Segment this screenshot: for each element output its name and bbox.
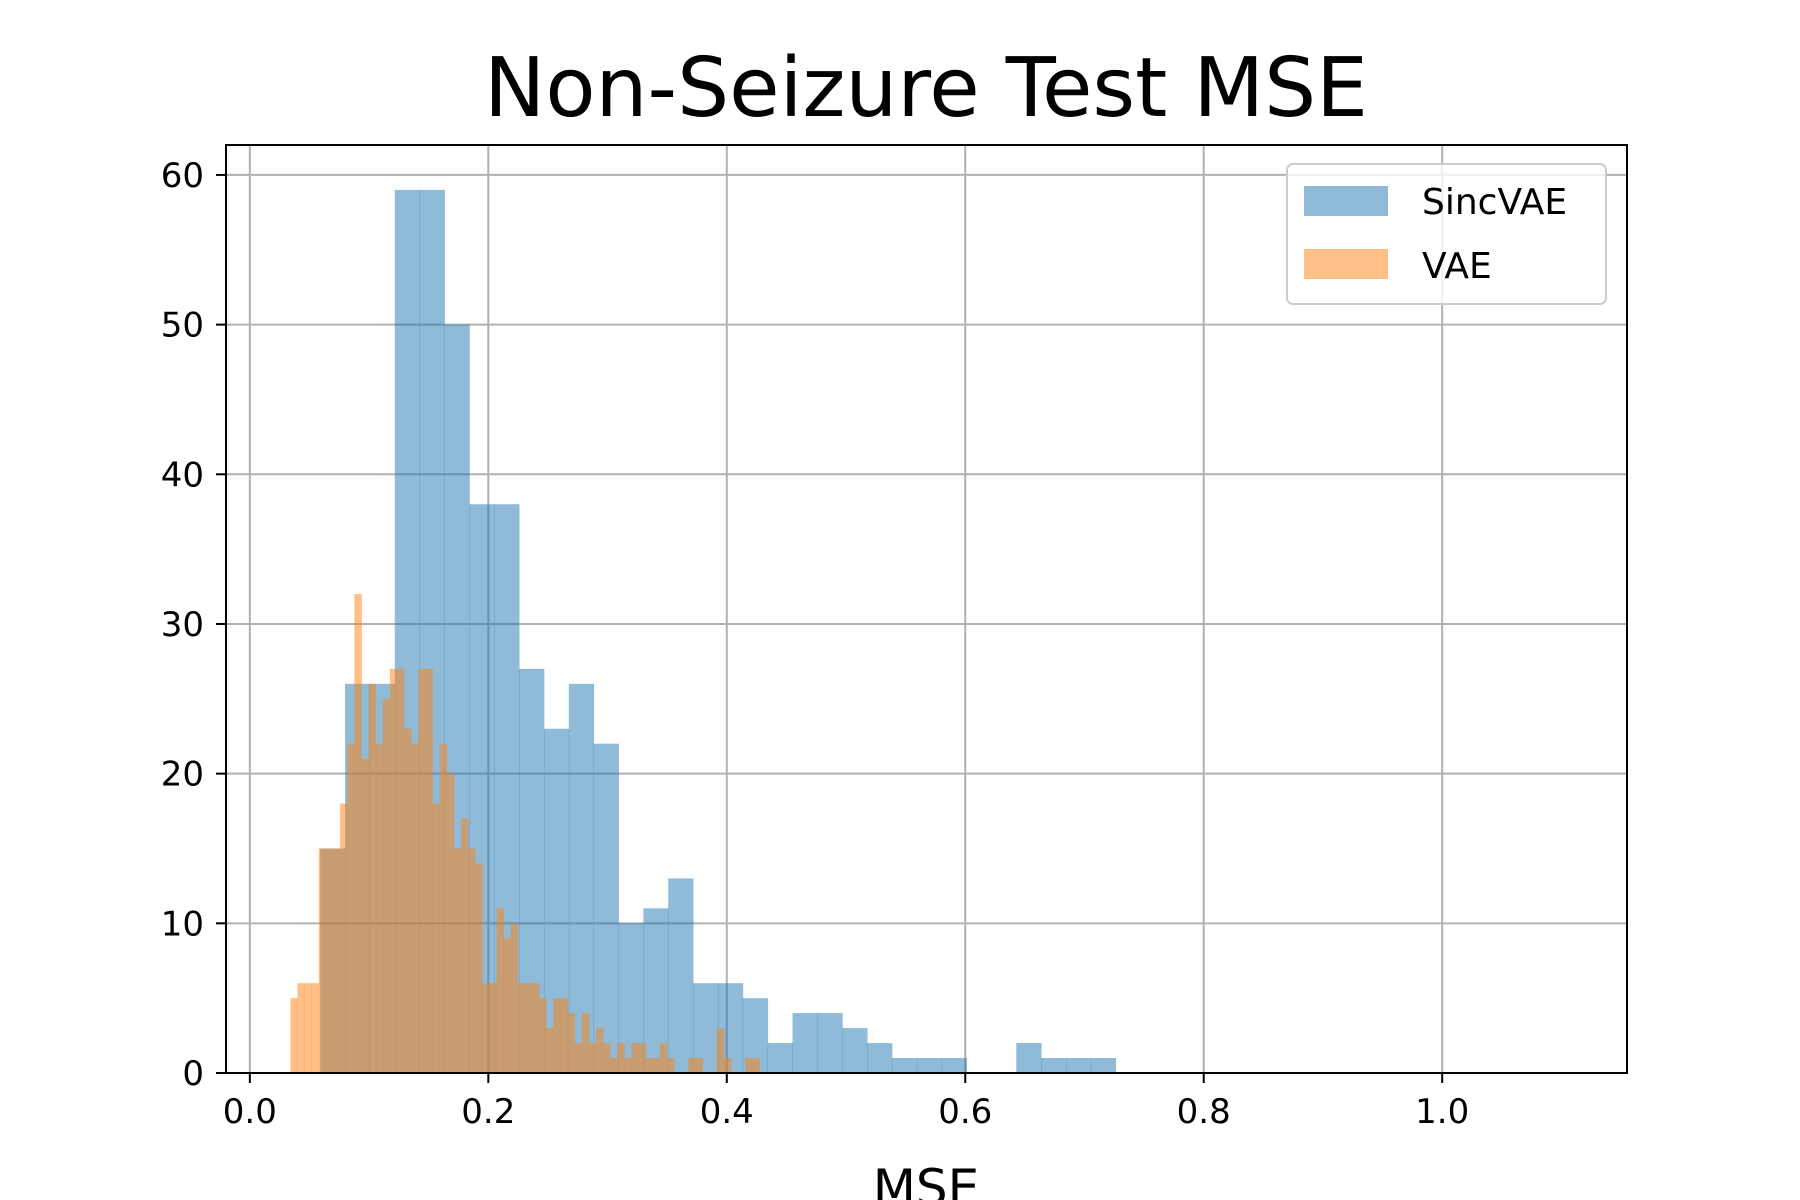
bar-vae: [688, 1058, 696, 1073]
bar-vae: [425, 668, 433, 1073]
bar-vae: [439, 743, 448, 1073]
bar-sincvae: [1016, 1043, 1042, 1073]
bar-vae: [595, 1028, 604, 1073]
x-tick-label: 0.0: [223, 1092, 277, 1132]
bar-vae: [389, 668, 398, 1073]
x-tick-label: 0.2: [461, 1092, 515, 1132]
bar-vae: [510, 923, 519, 1073]
bar-vae: [645, 1058, 654, 1073]
bar-vae: [659, 1043, 668, 1073]
bar-vae: [503, 938, 512, 1073]
x-tick-label: 0.6: [938, 1092, 992, 1132]
y-tick-label: 50: [161, 306, 204, 346]
bar-vae: [667, 1058, 675, 1073]
bar-sincvae: [1090, 1058, 1117, 1073]
bar-vae: [617, 1043, 625, 1073]
bar-sincvae: [941, 1058, 967, 1073]
x-axis-label: MSE: [873, 1159, 979, 1200]
bar-vae: [546, 1028, 554, 1073]
bar-vae: [723, 1058, 732, 1073]
bar-vae: [752, 1058, 760, 1073]
legend-swatch-vae: [1304, 249, 1388, 279]
bar-vae: [638, 1043, 647, 1073]
bar-sincvae: [916, 1058, 943, 1073]
x-tick-label: 0.4: [700, 1092, 754, 1132]
bar-vae: [361, 758, 369, 1073]
bar-vae: [489, 983, 497, 1073]
bar-vae: [354, 594, 362, 1073]
bar-vae: [304, 983, 313, 1073]
bar-vae: [745, 1058, 753, 1073]
bar-sincvae: [593, 743, 619, 1073]
bar-vae: [318, 848, 327, 1073]
bar-sincvae: [1041, 1058, 1067, 1073]
y-tick-label: 0: [182, 1054, 204, 1094]
bar-vae: [539, 998, 547, 1073]
bar-sincvae: [568, 683, 595, 1073]
y-tick-label: 20: [161, 755, 204, 795]
y-tick-label: 60: [161, 156, 204, 196]
legend-swatch-sincvae: [1304, 186, 1388, 216]
bar-vae: [453, 848, 462, 1073]
bar-vae: [482, 983, 490, 1073]
y-tick-label: 40: [161, 455, 204, 495]
axis-ticks: 0.0 0.2 0.4 0.6 0.8 1.0 0 10 20 30 40 50 60: [161, 156, 1469, 1132]
bar-vae: [411, 743, 419, 1073]
bar-vae: [631, 1043, 639, 1073]
bar-sincvae: [767, 1043, 793, 1073]
bar-vae: [475, 863, 483, 1073]
legend-label-sincvae: SincVAE: [1422, 182, 1567, 223]
bar-vae: [325, 848, 334, 1073]
bar-vae: [460, 818, 469, 1073]
bar-vae: [517, 983, 526, 1073]
bar-vae: [340, 803, 348, 1073]
bar-vae: [532, 983, 540, 1073]
x-tick-label: 1.0: [1415, 1092, 1469, 1132]
bar-vae: [347, 743, 355, 1073]
bar-sincvae: [891, 1058, 918, 1073]
bar-vae: [574, 1043, 583, 1073]
bar-vae: [553, 998, 561, 1073]
bar-vae: [382, 698, 391, 1073]
y-tick-label: 30: [161, 605, 204, 645]
bar-vae: [624, 1058, 632, 1073]
legend-label-vae: VAE: [1422, 246, 1492, 287]
bar-vae: [418, 668, 426, 1073]
bar-vae: [588, 1043, 597, 1073]
bar-vae: [652, 1058, 661, 1073]
bar-vae: [290, 998, 298, 1073]
bar-vae: [716, 1028, 725, 1073]
bar-sincvae: [1066, 1058, 1092, 1073]
bar-vae: [446, 773, 455, 1073]
legend: SincVAE VAE: [1286, 163, 1607, 305]
histogram-bars: [290, 189, 1117, 1074]
bar-vae: [404, 728, 412, 1073]
bar-vae: [396, 668, 405, 1073]
bar-vae: [368, 683, 377, 1073]
bar-sincvae: [668, 878, 694, 1073]
bar-vae: [560, 998, 568, 1073]
bar-vae: [333, 848, 341, 1073]
bar-sincvae: [842, 1028, 868, 1073]
bar-sincvae: [817, 1013, 843, 1073]
bar-vae: [610, 1058, 618, 1073]
bar-vae: [524, 983, 533, 1073]
y-tick-label: 10: [161, 904, 204, 944]
bar-vae: [581, 1013, 590, 1073]
bar-vae: [567, 1013, 576, 1073]
bar-sincvae: [867, 1043, 893, 1073]
bar-vae: [375, 743, 384, 1073]
bar-vae: [468, 848, 476, 1073]
x-tick-label: 0.8: [1177, 1092, 1231, 1132]
bar-vae: [496, 908, 504, 1073]
bar-vae: [432, 803, 441, 1073]
bar-vae: [297, 983, 305, 1073]
bar-sincvae: [792, 1013, 818, 1073]
chart-title: Non-Seizure Test MSE: [484, 41, 1368, 136]
bar-vae: [695, 1058, 703, 1073]
bar-vae: [603, 1043, 611, 1073]
bar-vae: [311, 983, 320, 1073]
plot-frame: [225, 144, 1628, 1074]
